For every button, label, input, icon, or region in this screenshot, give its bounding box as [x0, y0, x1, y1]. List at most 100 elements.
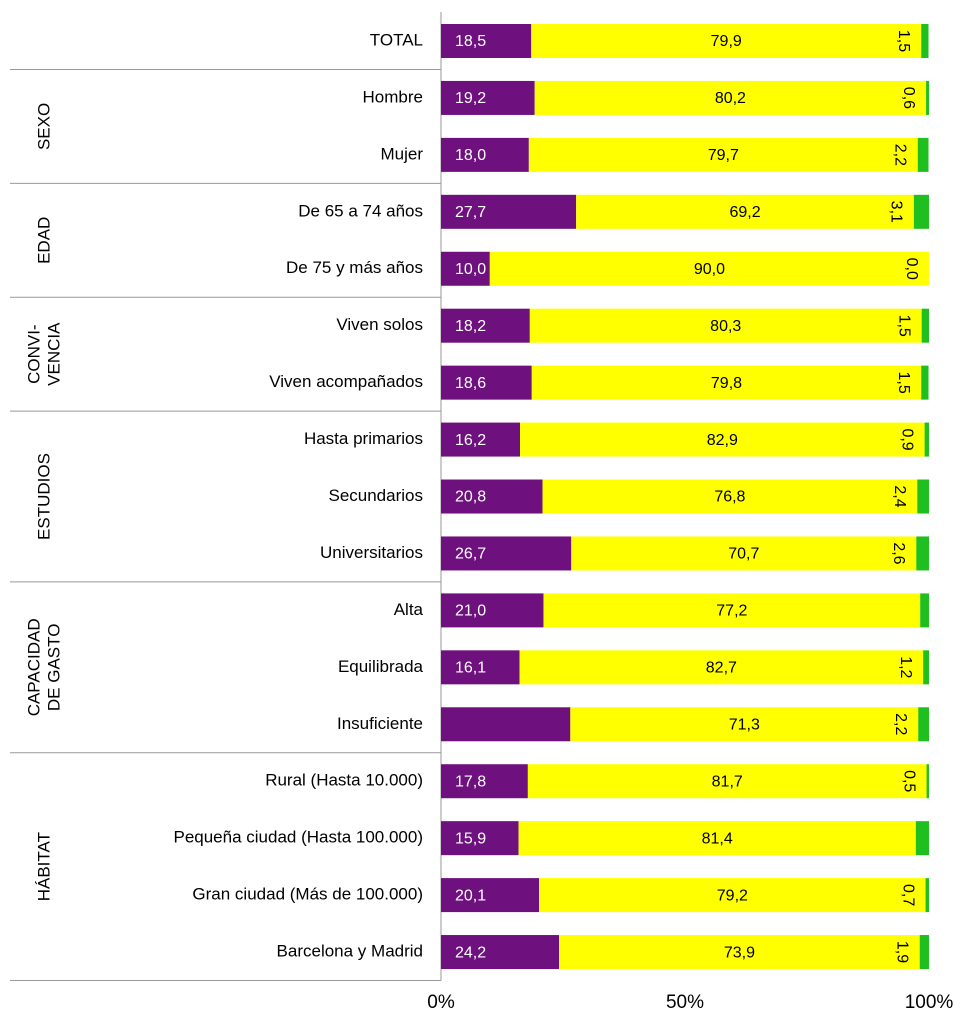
- category-label: Alta: [394, 600, 424, 619]
- bar-segment: [527, 764, 927, 799]
- data-label: 10,0: [455, 261, 486, 278]
- category-label: Barcelona y Madrid: [277, 942, 423, 961]
- data-label: 90,0: [694, 261, 725, 278]
- category-label: TOTAL: [370, 30, 423, 49]
- data-label: 0,5: [900, 770, 917, 792]
- category-label: Mujer: [380, 144, 423, 163]
- bar-segment: [518, 821, 916, 856]
- bar-segment: [489, 251, 929, 286]
- category-label: Gran ciudad (Más de 100.000): [192, 885, 423, 904]
- bar-segment: [441, 137, 529, 172]
- data-label: 20,1: [455, 887, 486, 904]
- category-label: Viven solos: [336, 315, 423, 334]
- group-label: ESTUDIOS: [34, 453, 53, 540]
- bar-segment: [576, 194, 914, 229]
- data-label: 79,9: [711, 33, 742, 50]
- data-label: 0,0: [903, 258, 920, 280]
- data-label: 27,7: [455, 204, 486, 221]
- bar-segment: [559, 935, 920, 970]
- bar-segment: [921, 308, 929, 343]
- data-label: 2,2: [892, 713, 909, 735]
- data-label: 79,7: [708, 147, 739, 164]
- category-label: Rural (Hasta 10.000): [265, 771, 423, 790]
- bar-segment: [441, 707, 571, 742]
- bar-segment: [917, 137, 929, 172]
- bar-segment: [925, 878, 929, 913]
- bar-segment: [571, 536, 917, 571]
- data-label: 1,5: [895, 315, 912, 337]
- x-tick-label: 100%: [905, 992, 954, 1013]
- data-label: 81,4: [702, 830, 733, 847]
- data-label: 79,2: [717, 887, 748, 904]
- data-label: 77,2: [716, 603, 747, 620]
- data-label: 82,9: [707, 432, 738, 449]
- bar-segment: [919, 935, 929, 970]
- bar-segment: [543, 593, 921, 628]
- data-label: 80,3: [710, 318, 741, 335]
- category-label: Hombre: [363, 87, 423, 106]
- data-label: 76,8: [714, 489, 745, 506]
- data-label: 0,6: [900, 87, 917, 109]
- group-label: DE GASTO: [44, 624, 63, 712]
- bar-segment: [441, 935, 560, 970]
- bar-segment: [531, 24, 922, 58]
- bar-segment: [441, 650, 520, 685]
- bar-segment: [923, 650, 929, 685]
- bar-segment: [441, 821, 519, 856]
- data-label: 18,5: [455, 33, 486, 50]
- data-label: 2,6: [890, 542, 907, 564]
- bar-segment: [921, 24, 929, 58]
- data-label: 2,2: [892, 144, 909, 166]
- category-label: Viven acompañados: [269, 372, 423, 391]
- data-label: 18,6: [455, 375, 486, 392]
- data-label: 1,2: [897, 656, 914, 678]
- data-label: 2,4: [891, 485, 908, 507]
- bar-segment: [920, 593, 929, 628]
- category-label: De 75 y más años: [286, 258, 423, 277]
- bar-segment: [441, 422, 521, 457]
- group-label: EDAD: [34, 217, 53, 264]
- bar-segment: [441, 365, 532, 400]
- data-label: 17,8: [455, 773, 486, 790]
- data-label: 18,2: [455, 318, 486, 335]
- data-label: 81,7: [712, 773, 743, 790]
- data-label: 3,1: [888, 201, 905, 223]
- bar-segment: [528, 137, 918, 172]
- bar-segment: [441, 251, 490, 286]
- data-label: 24,2: [455, 944, 486, 961]
- data-label: 73,9: [724, 944, 755, 961]
- bar-segment: [915, 821, 929, 856]
- bar-segment: [570, 707, 919, 742]
- data-label: 1,9: [893, 941, 910, 963]
- bar-segment: [917, 479, 929, 514]
- bar-segment: [441, 878, 540, 913]
- category-label: Equilibrada: [338, 657, 424, 676]
- category-label: Pequeña ciudad (Hasta 100.000): [173, 828, 423, 847]
- bar-segment: [916, 536, 929, 571]
- bar-segment: [926, 764, 929, 799]
- x-tick-label: 50%: [666, 992, 704, 1013]
- category-label: Secundarios: [328, 486, 423, 505]
- category-label: Insuficiente: [337, 714, 423, 733]
- bar-segment: [520, 422, 925, 457]
- bar-segment: [534, 80, 927, 115]
- bar-segment: [519, 650, 924, 685]
- bar-segment: [531, 365, 922, 400]
- data-label: 71,3: [729, 716, 760, 733]
- data-label: 20,8: [455, 489, 486, 506]
- data-label: 79,8: [711, 375, 742, 392]
- group-label: CONVI-: [24, 324, 43, 384]
- bar-segment: [918, 707, 929, 742]
- bar-segment: [924, 422, 929, 457]
- group-label: HÁBITAT: [34, 832, 53, 901]
- data-label: 82,7: [706, 660, 737, 677]
- data-label: 0,7: [899, 884, 916, 906]
- data-label: 16,1: [455, 660, 486, 677]
- data-label: 70,7: [728, 546, 759, 563]
- data-label: 1,5: [895, 372, 912, 394]
- data-label: 0,9: [898, 428, 915, 450]
- bar-segment: [529, 308, 922, 343]
- bar-segment: [926, 80, 929, 115]
- category-label: Universitarios: [320, 543, 423, 562]
